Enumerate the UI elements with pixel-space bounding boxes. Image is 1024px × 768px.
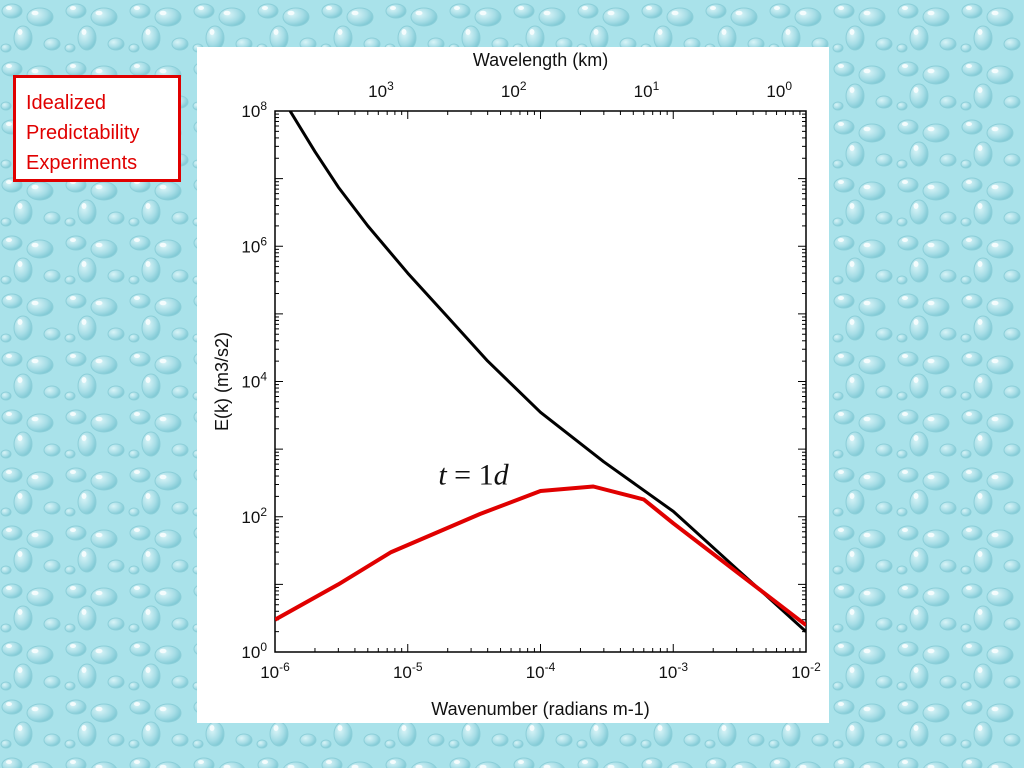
x-tick-label: 10-6 bbox=[260, 660, 290, 682]
x-tick-label: 10-3 bbox=[658, 660, 688, 682]
top-tick-label: 103 bbox=[368, 79, 394, 101]
top-tick-label: 100 bbox=[766, 79, 792, 101]
x-tick-label: 10-5 bbox=[393, 660, 423, 682]
x-tick-label: 10-2 bbox=[791, 660, 821, 682]
time-annotation: t = 1d bbox=[438, 458, 509, 491]
top-tick-label: 101 bbox=[634, 79, 660, 101]
x-tick-label: 10-4 bbox=[526, 660, 556, 682]
slide-title-line-1: Idealized bbox=[26, 92, 107, 114]
top-axis-label: Wavelength (km) bbox=[473, 50, 608, 70]
y-tick-label: 102 bbox=[241, 505, 267, 527]
series-line-2 bbox=[275, 484, 806, 627]
y-tick-label: 104 bbox=[241, 370, 267, 392]
y-axis-label: E(k) (m3/s2) bbox=[212, 332, 232, 431]
y-tick-label: 108 bbox=[241, 99, 267, 121]
top-tick-label: 102 bbox=[501, 79, 527, 101]
slide-title: Idealized Predictability Experiments bbox=[13, 75, 181, 182]
energy-spectrum-chart: 10-6 10-5 10-4 10-3 10-2 100 102 104 106 108 103 10… bbox=[212, 50, 821, 719]
slide-title-line-2: Predictability bbox=[26, 122, 140, 144]
series-line-1 bbox=[288, 111, 806, 633]
x-axis-label: Wavenumber (radians m-1) bbox=[431, 699, 649, 719]
y-tick-label: 106 bbox=[241, 234, 267, 256]
chart-panel: 10-6 10-5 10-4 10-3 10-2 100 102 104 106 108 103 10… bbox=[197, 47, 829, 723]
slide-title-line-3: Experiments bbox=[26, 152, 138, 174]
y-tick-label: 100 bbox=[241, 640, 267, 662]
plot-frame bbox=[274, 110, 807, 653]
